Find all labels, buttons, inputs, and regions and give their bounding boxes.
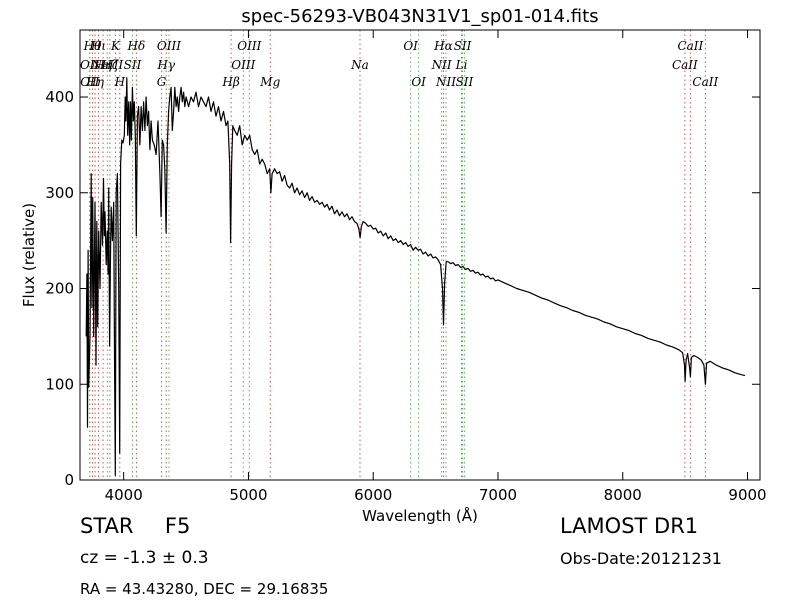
spectral-line-label: Hα (433, 39, 453, 53)
spectral-line-label: OI (411, 75, 426, 89)
object-classification: STAR F5 (80, 514, 190, 538)
observation-date: Obs-Date:20121231 (560, 549, 722, 568)
spectral-line-label: Hγ (156, 58, 175, 72)
spectral-line-markers (89, 30, 706, 480)
y-tick-label: 200 (45, 280, 74, 298)
x-tick-label: 7000 (479, 486, 517, 504)
spectral-line-label: OII (80, 58, 100, 72)
x-tick-label: 8000 (604, 486, 642, 504)
spectral-line-label: Li (455, 58, 468, 72)
object-subclass: F5 (164, 514, 191, 538)
y-tick-label: 0 (64, 471, 74, 489)
spectral-line-label: CaII (692, 75, 718, 89)
redshift-value: cz = -1.3 ± 0.3 (80, 548, 209, 568)
sky-coordinates: RA = 43.43280, DEC = 29.16835 (80, 580, 329, 598)
object-class: STAR (80, 514, 134, 538)
spectral-line-label: NII (431, 58, 452, 72)
spectral-line-label: Mg (259, 75, 280, 89)
spectral-line-label: OI (403, 39, 418, 53)
spectral-line-label: Hθ (83, 39, 102, 53)
spectral-line-label: CaII (677, 39, 703, 53)
spectral-line-label: OIII (157, 39, 181, 53)
spectral-line-labels: OIIOIIHθHηHιHηNeIIIHζKHSIIHδGHγOIIIHβOII… (80, 39, 719, 89)
spectral-line-label: SII (454, 39, 472, 53)
spectral-line-label: Hη (93, 58, 112, 72)
spectral-line-label: SII (456, 75, 474, 89)
y-axis-ticks: 0 100 200 300 400 (45, 88, 760, 489)
x-tick-label: 6000 (354, 486, 392, 504)
spectral-line-label: NII (435, 75, 456, 89)
spectral-line-label: K (110, 39, 121, 53)
x-axis-ticks: 4000 5000 6000 7000 8000 9000 (105, 30, 767, 504)
y-axis-label: Flux (relative) (20, 203, 38, 307)
chart-title: spec-56293-VB043N31V1_sp01-014.fits (241, 6, 598, 27)
spectral-line-label: Hβ (221, 75, 239, 89)
x-tick-label: 4000 (105, 486, 143, 504)
spectral-line-label: H (114, 75, 126, 89)
spectral-line-label: Hδ (127, 39, 146, 53)
survey-name: LAMOST DR1 (560, 514, 699, 538)
x-axis-label: Wavelength (Å) (362, 506, 478, 525)
spectral-line-label: OIII (237, 39, 261, 53)
x-tick-label: 5000 (229, 486, 267, 504)
y-tick-label: 100 (45, 375, 74, 393)
spectral-line-label: Hζ (100, 58, 119, 72)
spectral-line-label: SII (124, 58, 142, 72)
spectral-line-label: CaII (672, 58, 698, 72)
plot-frame (79, 29, 761, 481)
spectral-line-label: Na (350, 58, 369, 72)
spectral-line-label: Hη (85, 75, 104, 89)
spectrum-line (85, 77, 746, 476)
spectral-line-label: OII (80, 75, 100, 89)
spectral-line-label: NeIII (90, 58, 123, 72)
spectral-line-label: G (157, 75, 167, 89)
spectral-line-label: Hι (90, 39, 106, 53)
x-tick-label: 9000 (728, 486, 766, 504)
y-tick-label: 400 (45, 88, 74, 106)
y-tick-label: 300 (45, 184, 74, 202)
spectral-line-label: OIII (231, 58, 255, 72)
